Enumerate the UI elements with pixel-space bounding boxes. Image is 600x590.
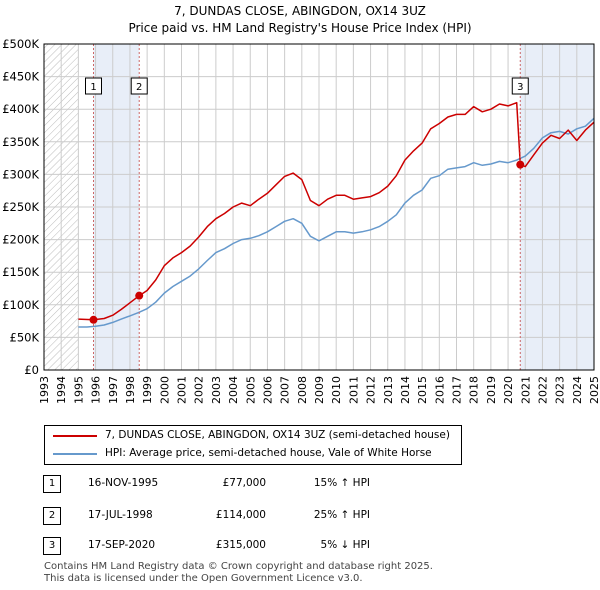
legend-label-hpi: HPI: Average price, semi-detached house,…	[105, 447, 432, 459]
x-tick-label: 2020	[502, 376, 515, 404]
x-tick-label: 2000	[158, 376, 171, 404]
x-tick-label: 2018	[468, 376, 481, 404]
y-tick-label: £0	[24, 363, 39, 377]
sale-hpi-change: 15% ↑ HPI	[313, 477, 370, 489]
y-tick-label: £150K	[2, 265, 39, 279]
y-tick-label: £300K	[2, 167, 39, 181]
sale-price: £77,000	[222, 477, 266, 489]
sale-label-box	[511, 77, 529, 95]
x-tick-label: 2015	[416, 376, 429, 404]
x-tick-label: 2021	[519, 376, 532, 404]
y-tick-label: £500K	[2, 37, 39, 51]
x-tick-label: 2022	[536, 376, 549, 404]
x-tick-label: 1998	[124, 376, 137, 404]
chart-legend: 7, DUNDAS CLOSE, ABINGDON, OX14 3UZ (sem…	[44, 425, 462, 465]
hpi-line	[78, 117, 595, 328]
sale-label: 3	[517, 82, 523, 93]
x-tick-label: 2016	[433, 376, 446, 404]
x-tick-label: 2008	[296, 376, 309, 404]
x-tick-label: 1996	[90, 376, 103, 404]
x-tick-label: 2006	[261, 376, 274, 404]
y-tick-label: £400K	[2, 102, 39, 116]
x-tick-label: 1994	[55, 376, 68, 404]
sale-date: 17-SEP-2020	[88, 539, 156, 551]
sale-label: 1	[90, 82, 96, 93]
footer-licence: This data is licensed under the Open Gov…	[44, 573, 363, 584]
x-tick-label: 1995	[72, 376, 85, 404]
x-tick-label: 2004	[227, 376, 240, 404]
sale-point	[516, 160, 525, 169]
sale-label-box	[130, 77, 148, 95]
property-price-line	[78, 101, 595, 321]
sale-date: 17-JUL-1998	[88, 509, 153, 521]
y-tick-label: £450K	[2, 70, 39, 84]
x-tick-label: 2014	[399, 376, 412, 404]
plot-border	[43, 43, 595, 371]
x-tick-label: 2024	[571, 376, 584, 404]
legend-label-property: 7, DUNDAS CLOSE, ABINGDON, OX14 3UZ (sem…	[105, 429, 450, 441]
x-tick-label: 2003	[210, 376, 223, 404]
x-tick-label: 2007	[279, 376, 292, 404]
x-tick-label: 2025	[588, 376, 600, 404]
sale-price: £114,000	[215, 509, 266, 521]
legend-item-hpi: HPI: Average price, semi-detached house,…	[45, 446, 459, 464]
x-tick-label: 2023	[554, 376, 567, 404]
y-tick-label: £200K	[2, 233, 39, 247]
x-tick-label: 1993	[38, 376, 51, 404]
y-tick-label: £250K	[2, 200, 39, 214]
sale-date: 16-NOV-1995	[88, 477, 159, 489]
legend-item-property: 7, DUNDAS CLOSE, ABINGDON, OX14 3UZ (sem…	[45, 428, 459, 446]
y-tick-label: £100K	[2, 298, 39, 312]
x-tick-label: 2010	[330, 376, 343, 404]
footer-copyright: Contains HM Land Registry data © Crown c…	[44, 561, 433, 572]
x-tick-label: 2005	[244, 376, 257, 404]
sale-label-box	[85, 77, 102, 95]
x-tick-label: 1999	[141, 376, 154, 404]
sale-number-badge: 2	[43, 507, 61, 525]
x-tick-label: 2012	[365, 376, 378, 404]
chart-subtitle: Price paid vs. HM Land Registry's House …	[128, 21, 472, 35]
x-tick-label: 2017	[451, 376, 464, 404]
sale-row: 2 17-JUL-1998 £114,000 25% ↑ HPI	[0, 507, 600, 527]
sale-label: 2	[136, 82, 142, 93]
chart-title: 7, DUNDAS CLOSE, ABINGDON, OX14 3UZ	[174, 4, 426, 18]
sale-price: £315,000	[215, 539, 266, 551]
x-tick-label: 2002	[193, 376, 206, 404]
y-tick-label: £50K	[10, 330, 40, 344]
x-tick-label: 2009	[313, 376, 326, 404]
sale-row: 1 16-NOV-1995 £77,000 15% ↑ HPI	[0, 475, 600, 495]
price-chart: 1 2 3 £0 £50K £100K £150K £200K £250K £300K £350K…	[2, 37, 600, 404]
legend-swatch-property	[53, 435, 97, 437]
sale-point	[89, 315, 98, 324]
legend-swatch-hpi	[53, 453, 97, 455]
x-tick-label: 2019	[485, 376, 498, 404]
sale-point	[135, 291, 144, 300]
sale-hpi-change: 25% ↑ HPI	[313, 509, 370, 521]
sale-row: 3 17-SEP-2020 £315,000 5% ↓ HPI	[0, 537, 600, 557]
sale-hpi-change: 5% ↓ HPI	[320, 539, 370, 551]
y-tick-label: £350K	[2, 135, 39, 149]
x-tick-label: 1997	[107, 376, 120, 404]
x-tick-label: 2011	[347, 376, 360, 404]
x-tick-label: 2013	[382, 376, 395, 404]
sale-number-badge: 1	[43, 475, 61, 493]
x-tick-label: 2001	[176, 376, 189, 404]
sale-number-badge: 3	[43, 537, 61, 555]
